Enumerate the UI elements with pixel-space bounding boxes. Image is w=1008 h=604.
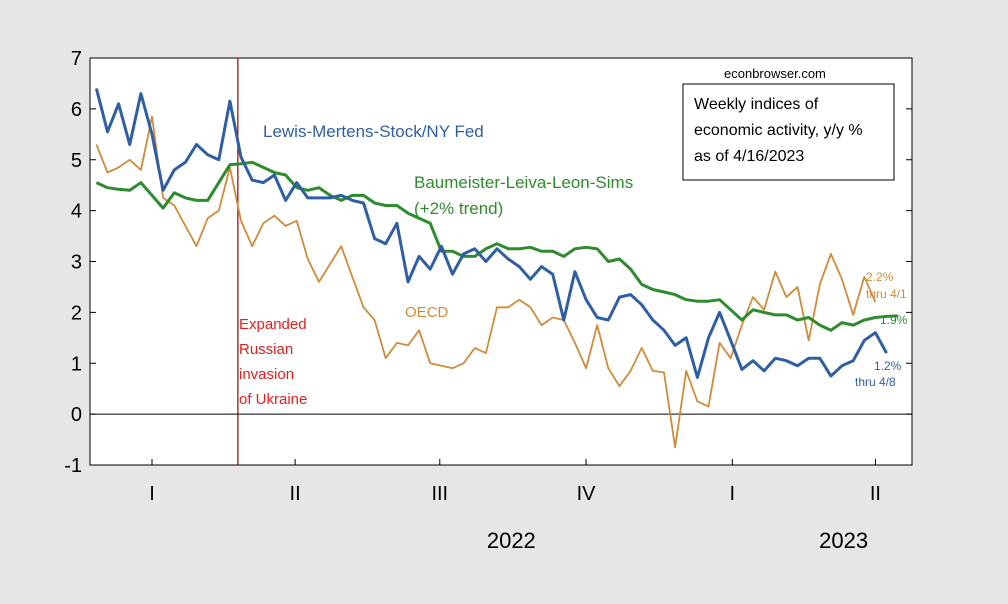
x-tick-label: III bbox=[431, 483, 448, 505]
bls-series-label: Baumeister-Leiva-Leon-Sims bbox=[414, 173, 633, 192]
oecd-end-label-date: thru 4/1 bbox=[866, 287, 907, 301]
x-tick-label: I bbox=[149, 483, 155, 505]
y-tick-label: 7 bbox=[71, 48, 82, 70]
y-tick-label: 0 bbox=[71, 404, 82, 426]
y-tick-label: 6 bbox=[71, 99, 82, 121]
event-label-line-4: of Ukraine bbox=[239, 391, 307, 408]
lms-series-label: Lewis-Mertens-Stock/NY Fed bbox=[263, 122, 484, 141]
year-label-2023: 2023 bbox=[819, 528, 868, 553]
lms-end-label-date: thru 4/8 bbox=[855, 375, 896, 389]
x-axis: I II III IV I II bbox=[149, 459, 881, 505]
info-box-line-2: economic activity, y/y % bbox=[694, 122, 863, 139]
series-lines bbox=[94, 88, 898, 449]
year-label-2022: 2022 bbox=[487, 528, 536, 553]
bls-series-line bbox=[95, 160, 898, 332]
oecd-end-label-value: 2.2% bbox=[866, 270, 894, 284]
x-tick-label: I bbox=[730, 483, 736, 505]
y-tick-label: 2 bbox=[71, 302, 82, 324]
y-tick-label: 3 bbox=[71, 252, 82, 274]
event-label-line-2: Russian bbox=[239, 341, 293, 358]
x-tick-label: II bbox=[290, 483, 301, 505]
source-label: econbrowser.com bbox=[724, 66, 826, 81]
y-axis: -1 0 1 2 3 4 5 6 7 bbox=[64, 48, 912, 477]
y-tick-label: 1 bbox=[71, 353, 82, 375]
lms-series-line bbox=[94, 88, 888, 379]
y-tick-label: 4 bbox=[71, 201, 82, 223]
x-tick-label: IV bbox=[577, 483, 597, 505]
bls-series-sublabel: (+2% trend) bbox=[414, 199, 503, 218]
info-box-line-1: Weekly indices of bbox=[694, 96, 819, 113]
lms-end-label-value: 1.2% bbox=[874, 359, 902, 373]
event-label-line-1: Expanded bbox=[239, 316, 307, 333]
event-label-line-3: invasion bbox=[239, 366, 294, 383]
y-tick-label: -1 bbox=[64, 455, 82, 477]
info-box-line-3: as of 4/16/2023 bbox=[694, 148, 804, 165]
x-tick-label: II bbox=[870, 483, 881, 505]
info-box bbox=[682, 83, 895, 181]
bls-end-label-value: 1.9% bbox=[880, 313, 908, 327]
oecd-series-label: OECD bbox=[405, 304, 449, 321]
y-tick-label: 5 bbox=[71, 150, 82, 172]
